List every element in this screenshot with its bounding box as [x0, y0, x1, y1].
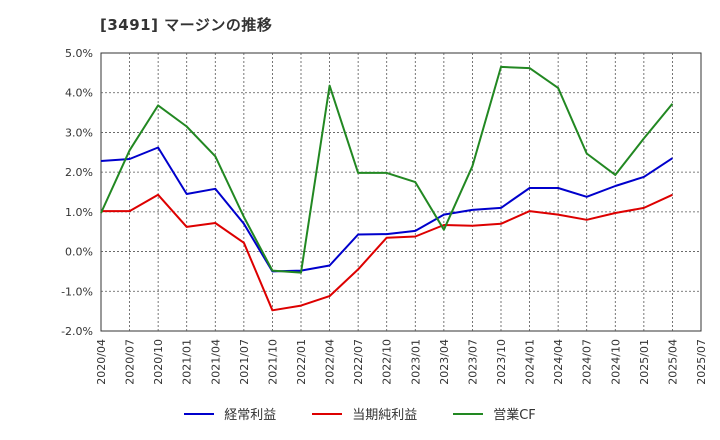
y-tick-label: -2.0% — [61, 325, 93, 338]
x-tick-label: 2021/01 — [181, 339, 194, 385]
legend-swatch-operating-cf — [453, 412, 484, 415]
legend-swatch-ordinary-profit — [184, 412, 215, 415]
legend-swatch-net-income — [312, 412, 343, 415]
legend-label-ordinary-profit: 経常利益 — [224, 408, 277, 423]
x-tick-label: 2022/01 — [295, 339, 308, 385]
y-tick-label: 3.0% — [65, 126, 93, 139]
y-tick-label: 1.0% — [65, 206, 93, 219]
x-tick-label: 2025/01 — [638, 339, 651, 385]
x-tick-label: 2022/04 — [324, 339, 337, 385]
series-line-1 — [101, 193, 673, 312]
legend-label-net-income: 当期純利益 — [352, 408, 418, 423]
y-tick-label: 4.0% — [65, 87, 93, 100]
series-line-0 — [100, 146, 673, 273]
x-tick-label: 2023/04 — [438, 339, 451, 385]
chart-title: [3491] マージンの推移 — [100, 16, 273, 34]
x-tick-label: 2022/07 — [352, 339, 365, 385]
x-tick-label: 2025/07 — [695, 339, 708, 385]
x-tick-label: 2022/10 — [381, 339, 394, 385]
y-tick-label: 0.0% — [65, 246, 93, 259]
x-tick-label: 2020/04 — [95, 339, 108, 385]
y-tick-label: 2.0% — [65, 166, 93, 179]
x-tick-label: 2024/10 — [609, 339, 622, 385]
x-tick-label: 2021/07 — [238, 339, 251, 385]
series-line-2 — [100, 65, 674, 274]
x-tick-label: 2025/04 — [666, 339, 679, 385]
y-tick-label: 5.0% — [65, 47, 93, 60]
x-tick-label: 2021/10 — [266, 339, 279, 385]
plot-area — [100, 52, 702, 332]
x-tick-label: 2024/01 — [524, 339, 537, 385]
x-tick-label: 2023/01 — [409, 339, 422, 385]
x-tick-label: 2020/10 — [152, 339, 165, 385]
chart-legend: 経常利益 当期純利益 営業CF — [0, 404, 720, 423]
legend-item-net-income: 当期純利益 — [312, 404, 417, 423]
x-tick-label: 2021/04 — [209, 339, 222, 385]
x-tick-label: 2020/07 — [124, 339, 137, 385]
x-tick-label: 2023/07 — [466, 339, 479, 385]
x-tick-label: 2023/10 — [495, 339, 508, 385]
x-tick-label: 2024/04 — [552, 339, 565, 385]
legend-label-operating-cf: 営業CF — [493, 408, 536, 423]
legend-item-ordinary-profit: 経常利益 — [184, 404, 276, 423]
y-tick-label: -1.0% — [61, 285, 93, 298]
legend-item-operating-cf: 営業CF — [453, 404, 536, 423]
x-tick-label: 2024/07 — [581, 339, 594, 385]
